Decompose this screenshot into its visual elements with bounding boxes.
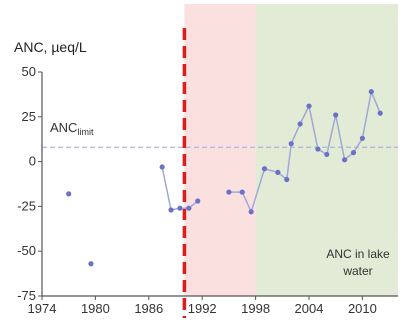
data-point [284,176,290,183]
data-point [186,205,192,211]
annotation-line-1: ANC in lake [326,247,390,261]
data-point [168,207,174,213]
x-tick-label: 1974 [28,301,57,316]
x-tick-label: 1998 [241,301,270,316]
data-point [368,89,374,95]
data-point [239,189,245,195]
y-tick-label: 25 [22,109,36,124]
data-point [333,112,339,118]
data-point [261,166,268,172]
data-point [177,205,183,211]
data-point [159,164,165,170]
background-region-1 [255,4,398,296]
data-point [350,150,357,156]
background-region-0 [184,4,256,296]
y-axis-label: ANC, µeq/L [14,39,87,55]
data-point [315,146,321,152]
x-tick-label: 1980 [81,301,110,316]
limit-label: ANClimit [50,120,94,137]
limit-label-main: ANC [50,120,77,135]
y-tick-label: -75 [17,288,36,303]
data-point [324,151,330,158]
x-tick-label: 2010 [348,301,377,316]
data-point [377,110,383,116]
data-point [359,135,365,141]
y-tick-label: -25 [17,198,36,213]
y-tick-label: 0 [29,154,36,169]
data-point [66,191,72,197]
data-point [195,198,201,204]
y-tick-label: 50 [22,64,36,79]
data-point [288,141,294,147]
data-point [306,103,312,109]
limit-label-sub: limit [77,127,93,137]
data-point [297,121,303,127]
x-tick-label: 1992 [188,301,217,316]
data-point [275,169,281,175]
annotation-line-2: water [342,264,372,278]
x-tick-label: 2004 [295,301,324,316]
y-tick-label: -50 [17,243,36,258]
data-point [88,261,94,267]
data-point [226,189,232,195]
x-tick-label: 1986 [134,301,163,316]
data-point [342,157,348,163]
data-point [248,209,254,215]
